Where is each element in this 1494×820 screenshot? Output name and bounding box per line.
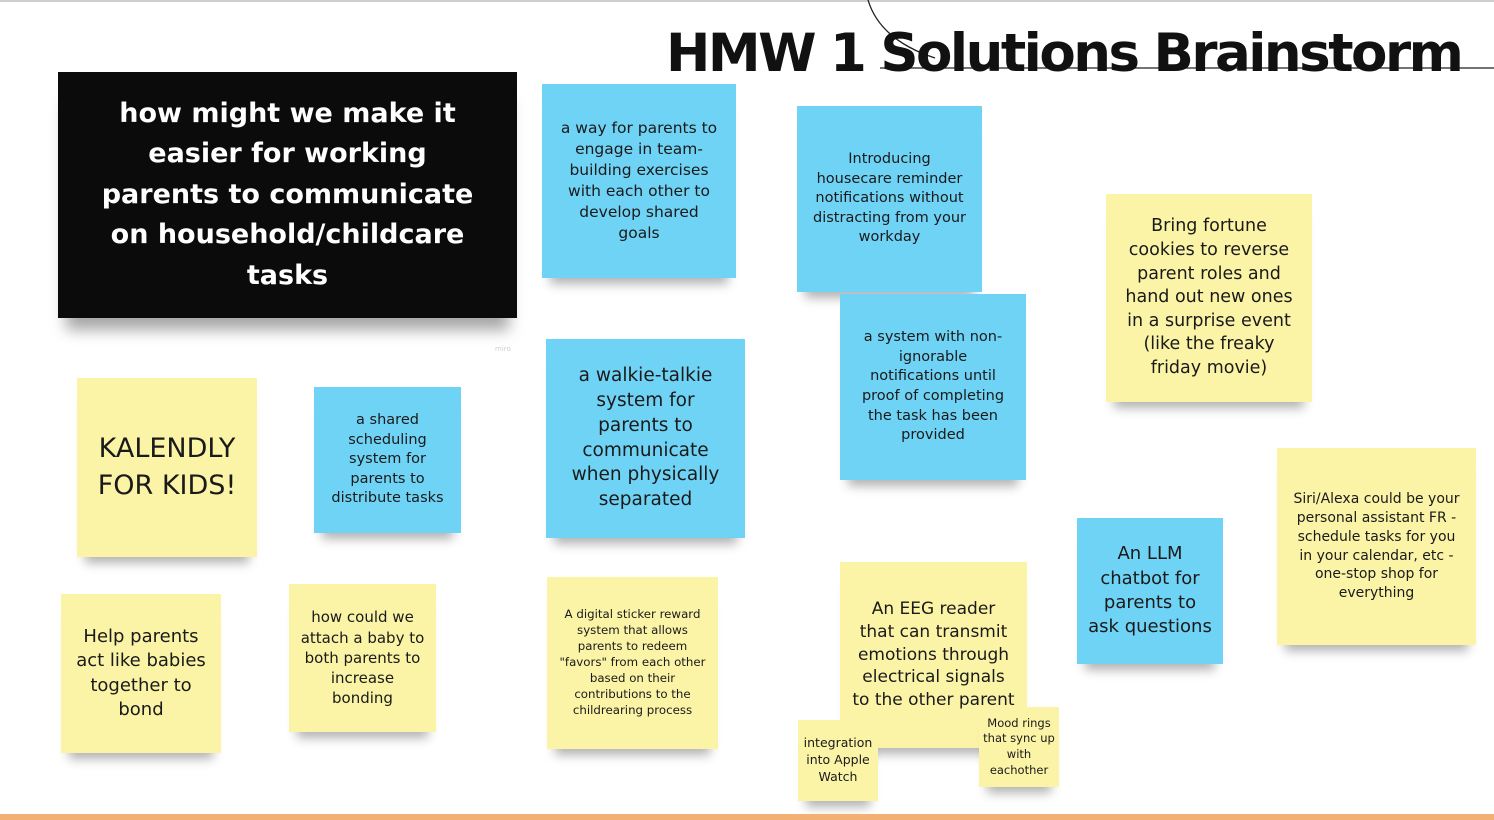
board-title: HMW 1 Solutions Brainstorm (666, 23, 1464, 84)
sticky-note-text: integration into Apple Watch (803, 735, 873, 784)
sticky-note-text: how could we attach a baby to both paren… (300, 608, 425, 708)
sticky-note-apple-watch[interactable]: integration into Apple Watch (798, 720, 878, 801)
miro-watermark: miro (495, 345, 511, 353)
sticky-note-text: a walkie-talkie system for parents to co… (571, 364, 720, 511)
sticky-note-text: KALENDLY FOR KIDS! (97, 433, 237, 501)
sticky-note-non-ignorable[interactable]: a system with non-ignorable notification… (840, 294, 1026, 480)
sticky-note-text: A digital sticker reward system that all… (559, 607, 706, 717)
sticky-note-team-building[interactable]: a way for parents to engage in team-buil… (542, 84, 736, 278)
hmw-prompt-text: how might we make it easier for working … (101, 97, 474, 291)
hmw-prompt-card[interactable]: how might we make it easier for working … (58, 72, 517, 318)
sticky-note-housecare-reminders[interactable]: Introducing housecare reminder notificat… (797, 106, 982, 292)
sticky-note-text: Bring fortune cookies to reverse parent … (1125, 216, 1293, 379)
sticky-note-fortune-cookies[interactable]: Bring fortune cookies to reverse parent … (1106, 194, 1312, 402)
sticky-note-text: Help parents act like babies together to… (76, 625, 206, 720)
sticky-note-text: a way for parents to engage in team-buil… (560, 119, 718, 242)
sticky-note-mood-rings[interactable]: Mood rings that sync up with eachother (979, 707, 1059, 787)
top-border (0, 0, 1494, 2)
sticky-note-text: a system with non-ignorable notification… (861, 329, 1005, 444)
bottom-accent-bar (0, 814, 1494, 820)
sticky-note-llm-chatbot[interactable]: An LLM chatbot for parents to ask questi… (1077, 518, 1223, 664)
sticky-note-text: An EEG reader that can transmit emotions… (852, 598, 1015, 711)
sticky-note-walkie-talkie[interactable]: a walkie-talkie system for parents to co… (546, 339, 745, 538)
sticky-note-sticker-reward[interactable]: A digital sticker reward system that all… (547, 577, 718, 749)
connector-lines (867, 0, 1494, 69)
sticky-note-shared-scheduling[interactable]: a shared scheduling system for parents t… (314, 387, 461, 533)
sticky-note-text: a shared scheduling system for parents t… (331, 412, 444, 507)
sticky-note-text: Introducing housecare reminder notificat… (813, 151, 966, 246)
sticky-note-attach-baby[interactable]: how could we attach a baby to both paren… (289, 584, 436, 732)
sticky-note-kalendly[interactable]: KALENDLY FOR KIDS! (77, 378, 257, 557)
sticky-note-siri-alexa[interactable]: Siri/Alexa could be your personal assist… (1277, 448, 1476, 645)
sticky-note-text: An LLM chatbot for parents to ask questi… (1088, 543, 1212, 638)
sticky-note-act-like-babies[interactable]: Help parents act like babies together to… (61, 594, 221, 753)
sticky-note-text: Mood rings that sync up with eachother (983, 715, 1055, 777)
sticky-note-text: Siri/Alexa could be your personal assist… (1293, 490, 1460, 602)
